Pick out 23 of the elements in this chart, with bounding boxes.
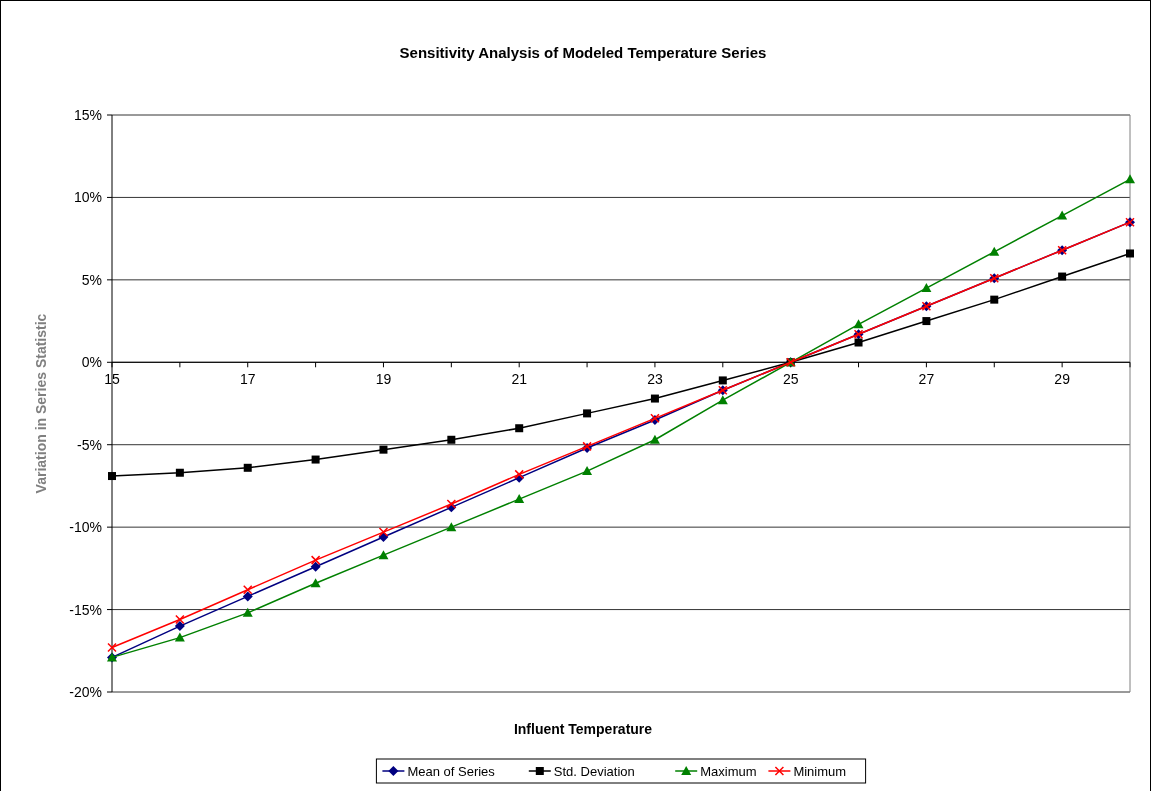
y-tick-label: -15% — [69, 601, 102, 618]
x-tick-label: 27 — [918, 371, 935, 388]
y-tick-label: -10% — [69, 519, 102, 536]
y-tick-label: -20% — [69, 684, 102, 700]
legend-label: Maximum — [700, 764, 757, 779]
x-tick-label: 23 — [647, 371, 663, 388]
x-tick-label: 21 — [511, 371, 528, 388]
x-tick-label: 19 — [375, 371, 392, 388]
x-tick-label: 15 — [104, 371, 120, 388]
legend-label: Minimum — [793, 764, 847, 779]
x-axis-title: Influent Temperature — [513, 721, 653, 737]
y-tick-label: 0% — [81, 354, 102, 371]
y-axis-title: Variation in Series Statistic — [33, 313, 49, 494]
y-tick-label: 10% — [73, 189, 102, 206]
chart-title: Sensitivity Analysis of Modeled Temperature Series — [399, 44, 767, 61]
x-tick-label: 17 — [239, 371, 256, 388]
legend-label: Mean of Series — [407, 764, 496, 779]
y-tick-label: 15% — [73, 107, 102, 123]
legend-label: Std. Deviation — [553, 764, 635, 779]
y-tick-label: 5% — [81, 271, 102, 288]
x-tick-label: 29 — [1054, 371, 1071, 388]
y-tick-label: -5% — [77, 436, 102, 453]
x-tick-label: 25 — [782, 371, 799, 388]
